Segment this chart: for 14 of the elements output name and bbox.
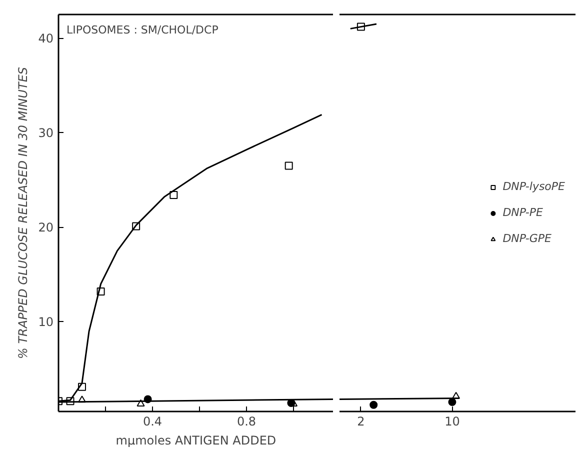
x-tick-label: 0.4 — [142, 414, 162, 428]
y-tick-label: 10 — [38, 315, 54, 330]
legend-label: DNP-PE — [502, 206, 543, 219]
y-axis-title: % TRAPPED GLUCOSE RELEASED IN 30 MINUTES — [16, 66, 30, 360]
x-tick-label: 2 — [357, 414, 365, 428]
y-tick-label: 30 — [38, 126, 54, 140]
x-axis-title: mμmoles ANTIGEN ADDED — [116, 434, 276, 448]
x-tick-label: 0.8 — [236, 414, 256, 428]
legend-label: DNP-lysoPE — [502, 180, 565, 193]
y-tick-label: 40 — [38, 32, 54, 46]
legend-label: DNP-GPE — [502, 232, 552, 245]
y-tick-label: 20 — [38, 220, 54, 235]
x-tick-label: 10 — [444, 414, 460, 428]
annotation: LIPOSOMES : SM/CHOL/DCP — [66, 24, 219, 36]
